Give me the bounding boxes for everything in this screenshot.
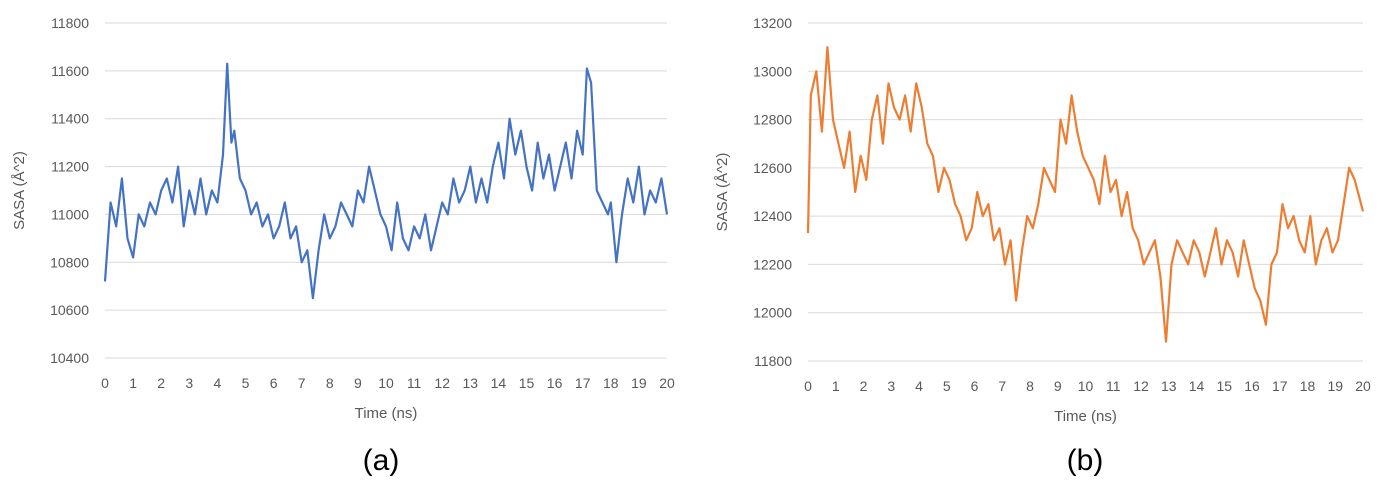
x-tick-label: 18 [603,375,619,391]
x-tick-label: 15 [519,375,535,391]
series-line [103,62,669,300]
x-tick-label: 19 [631,375,647,391]
x-tick-label: 10 [1078,378,1094,394]
gridlines [808,22,1363,362]
x-tick-label: 11 [407,375,422,391]
x-tick-label: 8 [1026,378,1034,394]
x-tick-labels: 0 1 2 3 4 5 6 7 8 9 10 11 12 13 14 15 16 17 18 19 20 [804,378,1371,394]
x-tick-label: 20 [1355,378,1371,394]
x-tick-label: 3 [887,378,895,394]
y-tick-label: 13200 [753,15,792,31]
panel-label: (a) [363,444,400,477]
series-lines [103,62,669,300]
x-tick-label: 17 [1272,378,1288,394]
x-tick-labels: 0 1 2 3 4 5 6 7 8 9 10 11 12 13 14 15 16 17 18 19 20 [101,375,675,391]
y-tick-label: 11000 [51,206,89,222]
x-tick-label: 13 [1161,378,1177,394]
gridlines [105,22,667,359]
y-tick-label: 13000 [753,63,792,79]
x-tick-label: 6 [971,378,979,394]
x-axis-title: Time (ns) [1054,408,1117,425]
x-tick-label: 16 [1244,378,1260,394]
y-tick-label: 11200 [51,159,89,175]
x-tick-label: 3 [185,375,193,391]
x-tick-label: 4 [214,375,222,391]
x-tick-label: 5 [943,378,951,394]
chart-panel-b: 1180012000122001240012600128001300013200… [714,15,1371,477]
x-tick-label: 0 [804,378,812,394]
y-axis-title: SASA (Å^2) [714,153,731,232]
series-lines [806,45,1365,343]
x-tick-label: 18 [1300,378,1316,394]
y-tick-label: 12400 [753,208,792,224]
y-tick-label: 10400 [50,350,89,366]
x-tick-label: 1 [129,375,137,391]
y-tick-label: 12000 [753,305,792,321]
y-axis-title: SASA (Å^2) [11,151,28,230]
x-tick-label: 1 [832,378,840,394]
x-tick-label: 5 [242,375,250,391]
y-tick-labels: 10400 10600 10800 11000 11200 11400 11600 11800 [50,15,89,366]
series-line [806,45,1365,343]
x-tick-label: 17 [575,375,591,391]
x-tick-label: 20 [659,375,675,391]
y-tick-label: 12200 [753,256,792,272]
x-tick-label: 9 [354,375,362,391]
x-tick-label: 8 [326,375,334,391]
x-tick-label: 7 [998,378,1006,394]
y-tick-label: 11800 [51,15,89,31]
x-tick-label: 12 [1133,378,1149,394]
x-tick-label: 14 [491,375,507,391]
y-tick-label: 10600 [50,302,89,318]
x-tick-label: 12 [434,375,450,391]
x-tick-label: 10 [378,375,394,391]
x-tick-label: 16 [547,375,563,391]
chart-panel-a: 1040010600108001100011200114001160011800… [11,15,675,477]
x-tick-label: 7 [298,375,306,391]
y-tick-label: 11800 [754,353,792,369]
y-tick-label: 11600 [51,63,89,79]
y-tick-labels: 11800 12000 12200 12400 12600 12800 13000 13200 [753,15,792,369]
y-tick-label: 10800 [50,254,89,270]
y-tick-label: 12800 [753,112,792,128]
x-tick-label: 14 [1189,378,1205,394]
y-tick-label: 11400 [51,111,89,127]
x-tick-label: 2 [157,375,165,391]
panel-label: (b) [1067,444,1104,477]
x-tick-label: 13 [463,375,479,391]
x-tick-label: 2 [860,378,868,394]
x-tick-label: 15 [1216,378,1232,394]
x-tick-label: 19 [1327,378,1343,394]
x-tick-label: 4 [915,378,923,394]
x-tick-label: 11 [1106,378,1121,394]
x-tick-label: 9 [1054,378,1062,394]
x-tick-label: 0 [101,375,109,391]
x-tick-label: 6 [270,375,278,391]
y-tick-label: 12600 [753,160,792,176]
x-axis-title: Time (ns) [355,405,418,422]
